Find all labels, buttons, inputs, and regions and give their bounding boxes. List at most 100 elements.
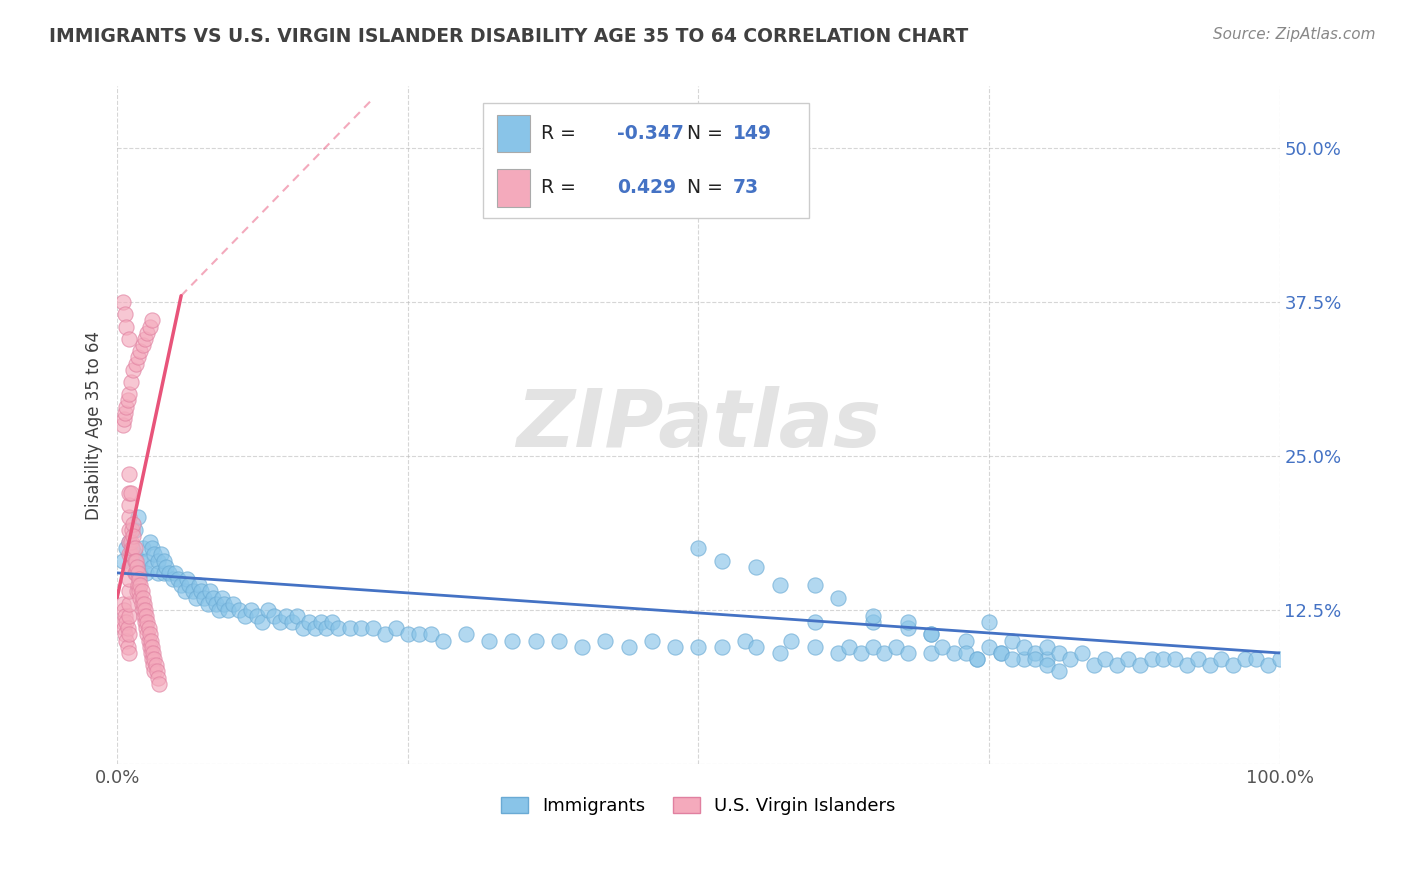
Point xyxy=(745,640,768,654)
Point xyxy=(285,609,308,624)
Point xyxy=(139,646,162,660)
Point xyxy=(118,498,141,512)
Point xyxy=(141,559,163,574)
Point xyxy=(269,615,291,630)
Point xyxy=(228,603,250,617)
Point xyxy=(769,646,792,660)
Point xyxy=(134,615,156,630)
Point xyxy=(1047,665,1070,679)
Point xyxy=(127,510,149,524)
Point xyxy=(396,627,419,641)
Point xyxy=(990,646,1012,660)
Point xyxy=(122,529,145,543)
Point xyxy=(361,621,384,635)
Point xyxy=(246,609,269,624)
Point xyxy=(186,591,208,605)
Point xyxy=(170,578,193,592)
Point xyxy=(114,406,136,420)
Point xyxy=(827,591,849,605)
Legend: Immigrants, U.S. Virgin Islanders: Immigrants, U.S. Virgin Islanders xyxy=(494,789,903,822)
Point xyxy=(162,572,184,586)
Point xyxy=(1094,652,1116,666)
Point xyxy=(1164,652,1187,666)
Point xyxy=(111,615,134,630)
Point xyxy=(595,633,617,648)
Point xyxy=(132,603,155,617)
Point xyxy=(884,640,907,654)
Point xyxy=(233,609,256,624)
Point xyxy=(187,578,209,592)
Point xyxy=(118,559,141,574)
Point xyxy=(524,633,547,648)
Point xyxy=(143,652,166,666)
Point xyxy=(211,591,233,605)
Point xyxy=(181,584,204,599)
Point xyxy=(1140,652,1163,666)
Text: N =: N = xyxy=(686,124,723,144)
Text: R =: R = xyxy=(541,124,576,144)
Point xyxy=(734,633,756,648)
Point xyxy=(1036,658,1059,673)
Point xyxy=(129,344,152,359)
Point xyxy=(138,319,160,334)
Point xyxy=(408,627,430,641)
Point xyxy=(688,640,710,654)
Point xyxy=(138,633,160,648)
Point xyxy=(112,412,135,426)
FancyBboxPatch shape xyxy=(484,103,808,219)
Point xyxy=(862,615,884,630)
Point xyxy=(1187,652,1209,666)
Point xyxy=(943,646,966,660)
Point xyxy=(125,566,148,580)
Point xyxy=(124,523,146,537)
Point xyxy=(111,597,134,611)
Point xyxy=(1233,652,1256,666)
Point xyxy=(138,621,160,635)
Point xyxy=(920,627,942,641)
Point xyxy=(143,548,166,562)
Point xyxy=(897,615,920,630)
Point xyxy=(1198,658,1220,673)
Point xyxy=(132,591,155,605)
Point xyxy=(124,553,146,567)
Point xyxy=(142,646,165,660)
Text: IMMIGRANTS VS U.S. VIRGIN ISLANDER DISABILITY AGE 35 TO 64 CORRELATION CHART: IMMIGRANTS VS U.S. VIRGIN ISLANDER DISAB… xyxy=(49,27,969,45)
Point xyxy=(298,615,321,630)
Point xyxy=(1001,652,1024,666)
Point xyxy=(118,584,141,599)
Text: -0.347: -0.347 xyxy=(617,124,683,144)
Point xyxy=(897,621,920,635)
Point xyxy=(664,640,686,654)
Point xyxy=(138,627,160,641)
Point xyxy=(124,566,146,580)
Point xyxy=(136,627,159,641)
Point xyxy=(1222,658,1244,673)
Point xyxy=(1257,658,1279,673)
Point xyxy=(118,535,141,549)
FancyBboxPatch shape xyxy=(498,115,530,153)
Point xyxy=(121,523,143,537)
Y-axis label: Disability Age 35 to 64: Disability Age 35 to 64 xyxy=(86,331,103,520)
Point xyxy=(125,357,148,371)
Point xyxy=(803,615,825,630)
Point xyxy=(252,615,274,630)
Point xyxy=(112,621,135,635)
Point xyxy=(141,541,163,556)
Point xyxy=(115,633,138,648)
Point xyxy=(873,646,896,660)
Point xyxy=(176,572,198,586)
Point xyxy=(115,541,138,556)
Point xyxy=(118,332,141,346)
Point xyxy=(127,566,149,580)
Point xyxy=(111,294,134,309)
Point xyxy=(1024,652,1046,666)
Point xyxy=(205,597,228,611)
Point xyxy=(138,535,160,549)
Point xyxy=(920,627,942,641)
Point xyxy=(1024,646,1046,660)
Point xyxy=(280,615,302,630)
Point xyxy=(135,621,157,635)
Point xyxy=(862,640,884,654)
Point xyxy=(780,633,803,648)
Point xyxy=(118,627,141,641)
